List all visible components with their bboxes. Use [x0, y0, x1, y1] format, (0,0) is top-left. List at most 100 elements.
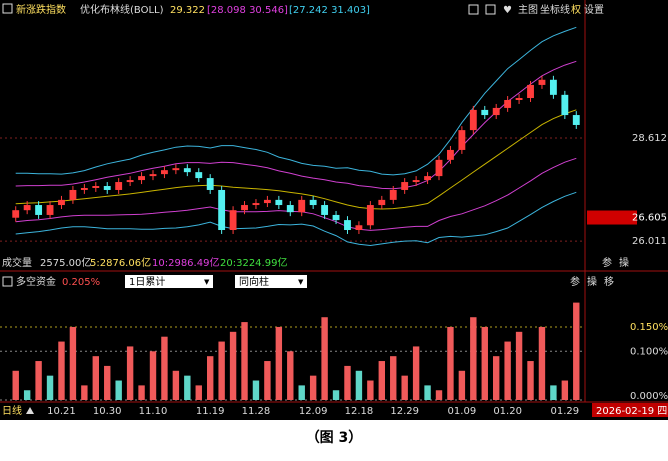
bar [287, 351, 294, 400]
dropdown[interactable] [235, 275, 307, 288]
icon[interactable] [2, 276, 13, 287]
x-tick-label: 10.30 [93, 406, 122, 417]
bar [470, 317, 477, 400]
dropdown-text[interactable]: 同向柱 [239, 275, 269, 288]
dropdown-text[interactable]: 1日累计 [129, 275, 165, 288]
boll-outer: [27.242 31.403] [289, 5, 370, 16]
bar [573, 302, 580, 400]
panel-title: 多空资金 [16, 275, 56, 288]
bar [252, 380, 260, 400]
candle-body [229, 210, 237, 231]
panel-button[interactable]: 操 [587, 275, 597, 288]
candle-body [172, 168, 180, 171]
dropdown[interactable] [125, 275, 213, 288]
bar [241, 322, 248, 400]
bar [390, 356, 397, 400]
toolbar-button[interactable]: 坐标线 [540, 3, 570, 16]
x-tick-label: 01.09 [448, 406, 477, 417]
bar [138, 385, 145, 400]
bar [458, 370, 466, 400]
candle-body [515, 98, 523, 100]
x-tick-label: 10.21 [47, 406, 76, 417]
candle-body [218, 189, 226, 231]
caption: （图 3） [306, 430, 363, 446]
icon[interactable] [485, 4, 496, 15]
y-tick-label: 28.612 [632, 133, 667, 144]
candle-body [332, 214, 340, 221]
bar [344, 365, 351, 400]
bar [126, 346, 134, 400]
candle-body [241, 205, 248, 211]
panel-button[interactable]: 操 [619, 256, 629, 269]
panel-button[interactable]: 移 [604, 275, 614, 288]
volume-label: 成交量 [2, 256, 32, 269]
background [0, 0, 668, 420]
period-arrow[interactable] [26, 407, 34, 414]
candle-body [35, 205, 43, 215]
bar [515, 331, 523, 400]
boll-line [15, 26, 577, 176]
candle-body [298, 199, 306, 213]
candle-body [286, 205, 294, 213]
bar [195, 385, 202, 400]
bar [115, 380, 122, 400]
boll-line [15, 191, 577, 247]
dropdown-arrow[interactable]: ▼ [204, 278, 210, 286]
volume-ma: 10:2986.49亿 [152, 256, 219, 269]
icon[interactable]: ♥ [503, 5, 512, 16]
bar [12, 370, 19, 400]
boll-line [15, 109, 577, 210]
bar [23, 390, 31, 400]
y-tick-label: 0.150% [630, 322, 668, 333]
icon[interactable] [2, 3, 13, 14]
x-tick-label: 12.29 [390, 406, 419, 417]
x-tick-label: 01.29 [551, 406, 580, 417]
panel-button[interactable]: 参 [570, 275, 580, 288]
x-tick-label: 01.20 [493, 406, 522, 417]
dropdown-arrow[interactable]: ▼ [298, 278, 304, 286]
candle-body [252, 203, 260, 206]
bar [229, 331, 237, 400]
candle-body [549, 79, 557, 95]
toolbar-button[interactable]: 设置 [584, 4, 604, 16]
candle-body [103, 186, 111, 190]
x-tick-label: 11.10 [139, 406, 168, 417]
candle-body [469, 109, 477, 131]
candle-body [58, 199, 65, 206]
candle-body [115, 182, 123, 190]
candle-body [481, 109, 489, 116]
candle-body [412, 180, 420, 183]
panel-button[interactable]: 参 [602, 256, 612, 269]
bar [184, 375, 191, 400]
candle-body [378, 199, 386, 206]
volume-ma: 5:2876.06亿 [90, 256, 151, 269]
candle-body [149, 174, 157, 177]
candle-body [458, 130, 466, 150]
toolbar-button[interactable]: 权 [571, 3, 581, 16]
boll-mid: 29.322 [170, 5, 205, 16]
period[interactable]: 日线 [2, 404, 22, 417]
date-box [592, 403, 668, 417]
boll-inner: [28.098 30.546] [207, 5, 288, 16]
candle-body [389, 189, 397, 200]
indicator-name[interactable]: 新涨跌指数 [16, 3, 66, 16]
bar [206, 356, 214, 400]
candle-body [23, 205, 31, 211]
candle-body [126, 180, 134, 183]
candle-body [538, 79, 546, 85]
candle-body [46, 205, 54, 215]
y-tick-label: 0.100% [630, 346, 668, 357]
bar [35, 361, 42, 400]
bar [104, 365, 111, 400]
toolbar-button[interactable]: 主图 [518, 4, 538, 16]
candle-body [80, 187, 88, 190]
bar [492, 356, 500, 400]
candle-body [138, 176, 145, 181]
candle-body [263, 199, 271, 204]
icon[interactable] [468, 4, 479, 15]
candle-body [504, 99, 512, 108]
bar [149, 351, 157, 400]
bar [424, 385, 431, 400]
candle-body [183, 168, 191, 173]
x-tick-label: 11.28 [242, 406, 271, 417]
